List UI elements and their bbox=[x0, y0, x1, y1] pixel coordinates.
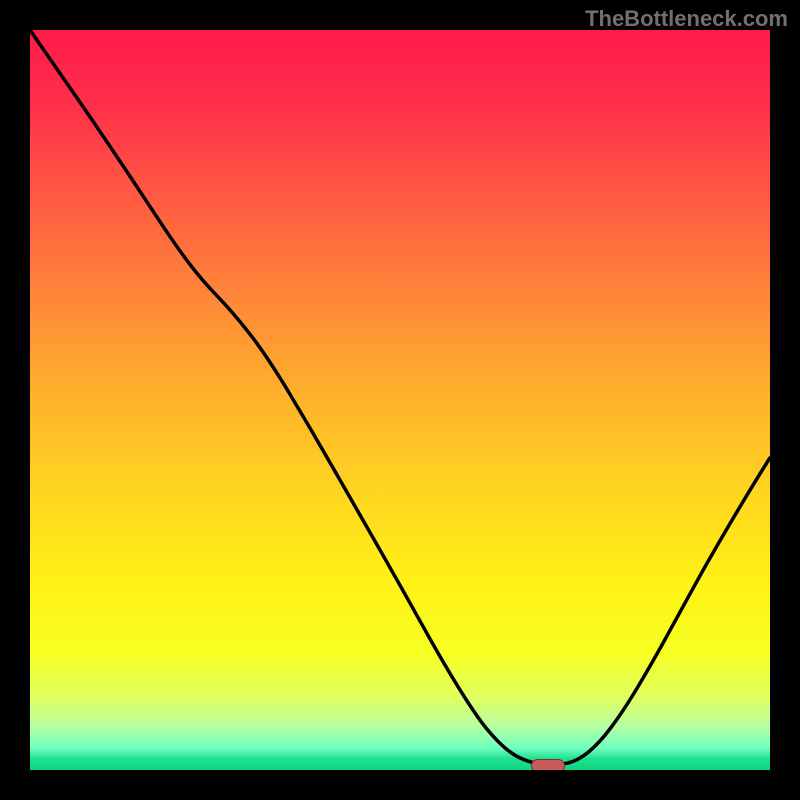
watermark-text: TheBottleneck.com bbox=[585, 6, 788, 32]
bottleneck-curve bbox=[30, 30, 770, 765]
optimal-marker bbox=[531, 759, 565, 770]
plot-area bbox=[30, 30, 770, 770]
chart-frame: TheBottleneck.com bbox=[0, 0, 800, 800]
curve-svg bbox=[30, 30, 770, 770]
